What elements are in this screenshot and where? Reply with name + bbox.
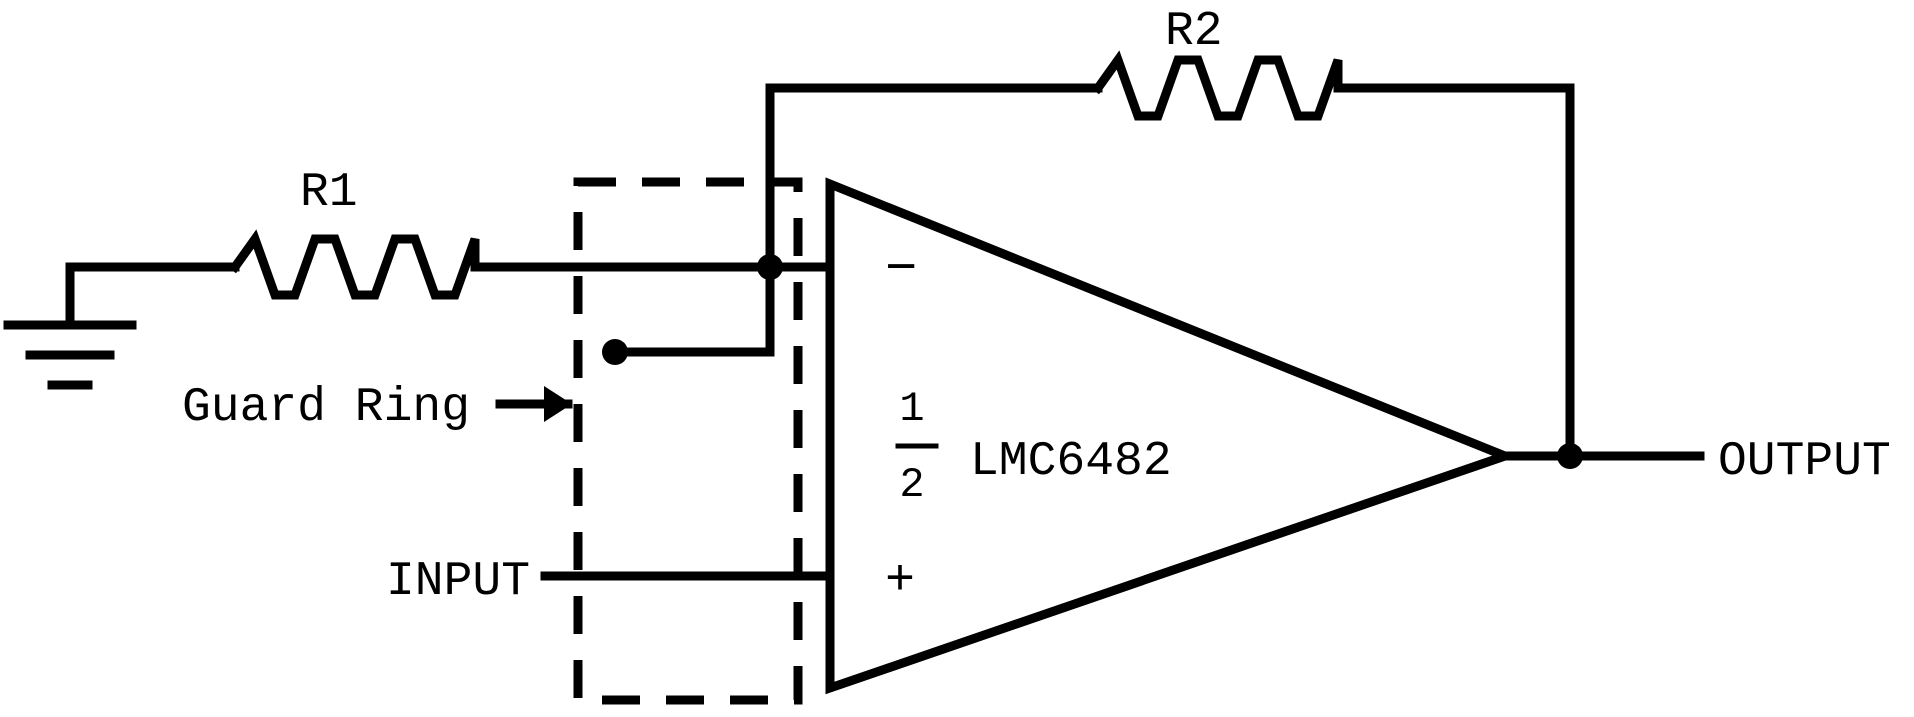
opamp-frac-den: 2	[899, 461, 924, 509]
opamp-part-label: LMC6482	[970, 435, 1172, 489]
label-r2: R2	[1165, 5, 1223, 59]
label-r1: R1	[300, 166, 358, 220]
circuit-schematic: R1 R2 INPUT Guard Ring − +1 2 LMC6482 OUTPUT	[0, 0, 1914, 717]
label-input: INPUT	[386, 555, 530, 609]
label-guard-ring: Guard Ring	[182, 381, 470, 435]
label-output: OUTPUT	[1718, 435, 1891, 489]
opamp-plus: +	[885, 553, 915, 610]
opamp-frac-num: 1	[899, 385, 924, 433]
opamp-minus: −	[885, 240, 917, 301]
